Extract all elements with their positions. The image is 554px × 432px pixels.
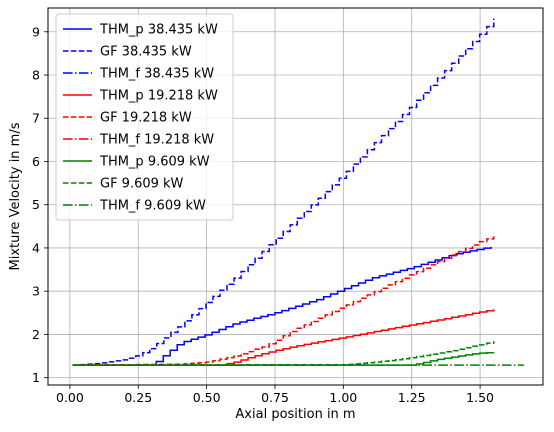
x-tick-label: 1.00 (329, 390, 357, 405)
y-tick-label: 5 (32, 197, 40, 212)
y-tick-label: 8 (32, 68, 40, 83)
x-tick-label: 1.25 (398, 390, 426, 405)
legend: THM_p 38.435 kW GF 38.435 kW THM_f 38.435 … (55, 13, 234, 221)
y-tick-label: 4 (32, 240, 40, 255)
legend-label-0: THM_p 38.435 kW (99, 23, 218, 38)
x-tick-label: 1.50 (466, 390, 494, 405)
y-axis-label: Mixture Velocity in m/s (8, 122, 23, 270)
legend-label-5: THM_f 19.218 kW (99, 133, 214, 148)
series-line-1 (72, 18, 495, 366)
legend-label-8: THM_f 9.609 kW (99, 199, 206, 214)
legend-label-1: GF 38.435 kW (100, 45, 192, 60)
y-tick-label: 6 (32, 154, 40, 169)
y-tick-label: 2 (32, 327, 40, 342)
y-tick-label: 9 (32, 24, 40, 39)
x-tick-label: 0.50 (193, 390, 221, 405)
y-tick-label: 3 (32, 284, 40, 299)
x-tick-label: 0.00 (56, 390, 84, 405)
x-tick-label: 0.75 (261, 390, 289, 405)
series-line-0 (72, 246, 492, 366)
y-tick-label: 7 (32, 111, 40, 126)
y-tick-label: 1 (32, 370, 40, 385)
legend-label-2: THM_f 38.435 kW (99, 67, 214, 82)
x-axis-label: Axial position in m (235, 407, 355, 422)
x-tick-label: 0.25 (124, 390, 152, 405)
legend-label-3: THM_p 19.218 kW (99, 89, 218, 104)
legend-label-7: GF 9.609 kW (100, 177, 184, 192)
legend-label-6: THM_p 9.609 kW (99, 155, 210, 170)
series-line-4 (72, 236, 495, 366)
plot-frame (47, 7, 544, 386)
series-group (72, 18, 524, 366)
x-axis-ticks: 0.00 0.25 0.50 0.75 1.00 1.25 1.50 (56, 385, 494, 405)
legend-box (55, 13, 234, 221)
y-axis-ticks: 1 2 3 4 5 6 7 8 9 (32, 24, 48, 385)
legend-label-4: GF 19.218 kW (100, 111, 192, 126)
